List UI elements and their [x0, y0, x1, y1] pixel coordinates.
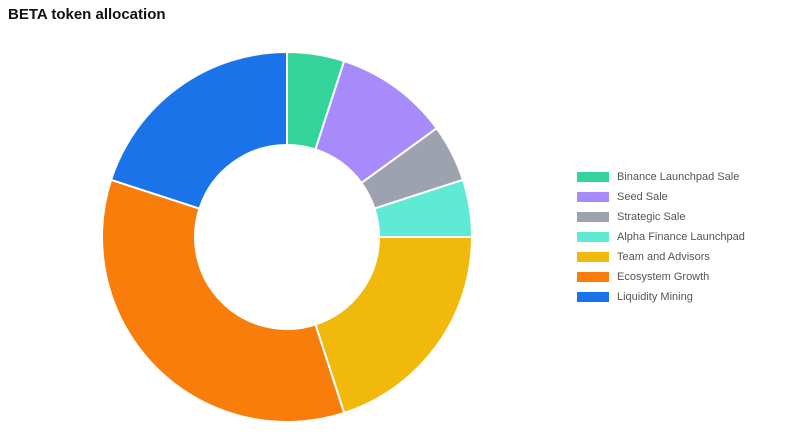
slice: [101, 178, 346, 423]
legend-label: Team and Advisors: [617, 251, 710, 263]
legend-label: Alpha Finance Launchpad: [617, 231, 745, 243]
legend-label: Seed Sale: [617, 191, 668, 203]
legend-swatch: [577, 172, 609, 182]
chart-title: BETA token allocation: [8, 6, 166, 23]
slice: [109, 50, 288, 210]
legend-swatch: [577, 232, 609, 242]
legend-swatch: [577, 192, 609, 202]
legend-swatch: [577, 292, 609, 302]
legend-label: Ecosystem Growth: [617, 271, 709, 283]
legend-label: Binance Launchpad Sale: [617, 171, 739, 183]
legend-label: Strategic Sale: [617, 211, 685, 223]
legend-swatch: [577, 212, 609, 222]
legend-label: Liquidity Mining: [617, 291, 693, 303]
legend-swatch: [577, 272, 609, 282]
slice: [314, 236, 474, 415]
legend-swatch: [577, 252, 609, 262]
